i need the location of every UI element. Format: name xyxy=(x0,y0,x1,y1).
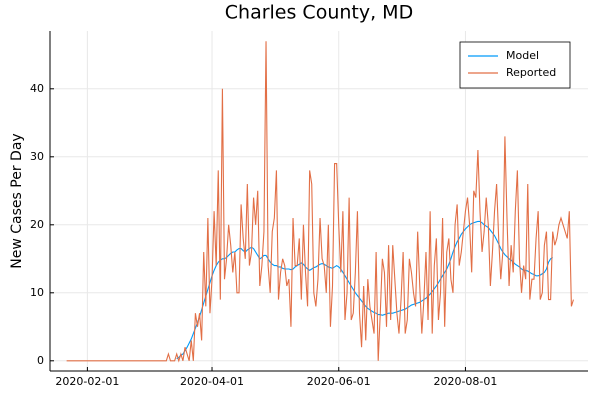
x-tick-label: 2020-02-01 xyxy=(55,375,119,388)
y-tick-label: 30 xyxy=(30,150,44,163)
y-tick-label: 10 xyxy=(30,286,44,299)
legend-label: Model xyxy=(506,49,539,62)
legend-label: Reported xyxy=(506,66,556,79)
y-tick-label: 20 xyxy=(30,218,44,231)
y-axis-label: New Cases Per Day xyxy=(9,133,25,268)
y-tick-label: 40 xyxy=(30,82,44,95)
data-line xyxy=(66,41,574,363)
x-tick-label: 2020-04-01 xyxy=(180,375,244,388)
legend-box xyxy=(459,41,571,89)
y-tick-label: 0 xyxy=(37,354,44,367)
x-tick-label: 2020-06-01 xyxy=(307,375,371,388)
chart-title: Charles County, MD xyxy=(225,2,413,24)
x-tick-label: 2020-08-01 xyxy=(433,375,497,388)
data-line xyxy=(176,220,553,360)
